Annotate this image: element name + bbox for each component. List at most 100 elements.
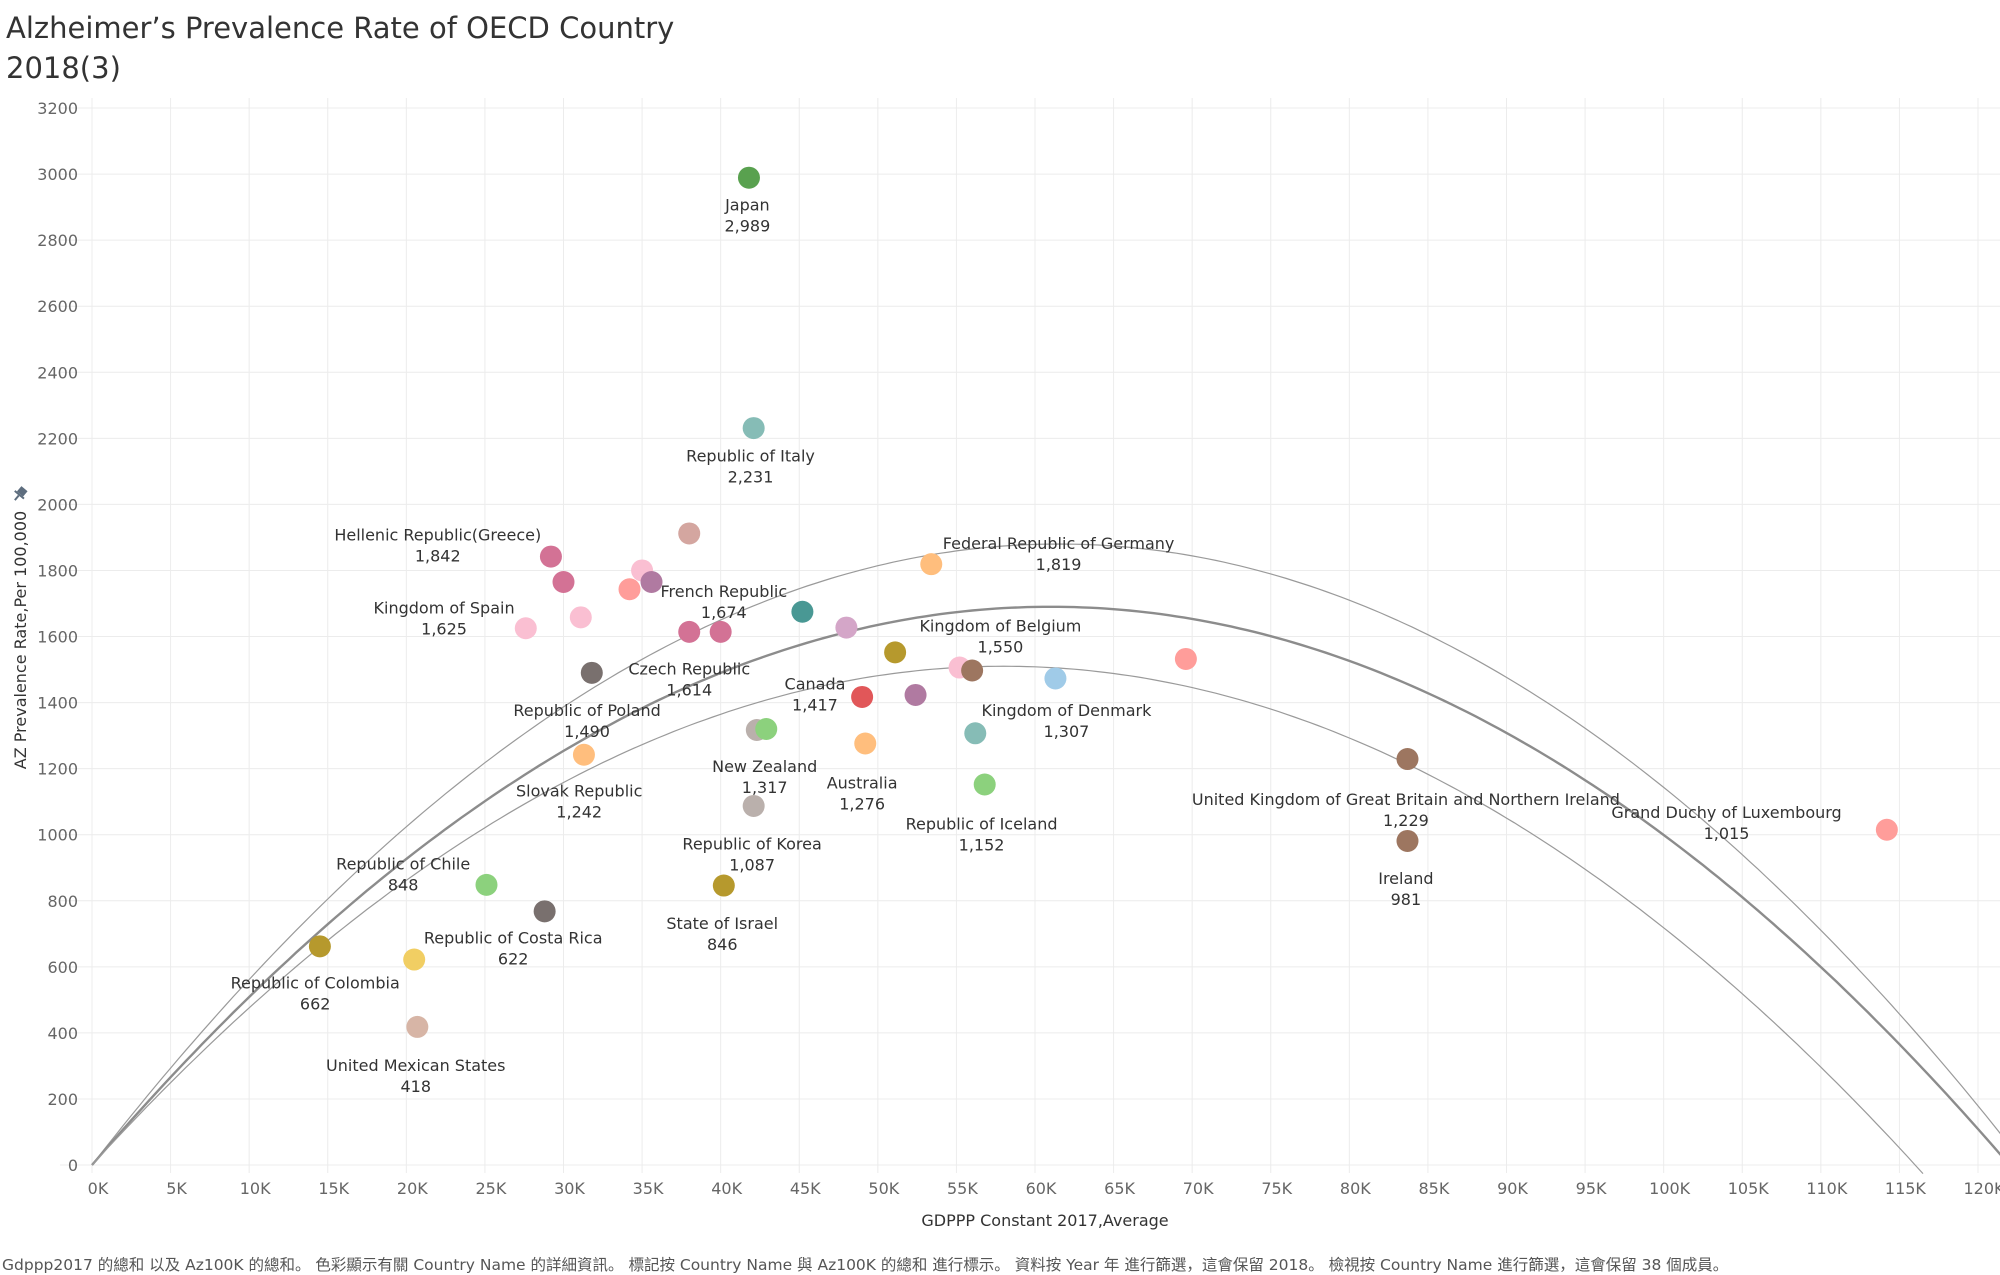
data-label-value: 418 [400,1077,431,1096]
data-point[interactable] [1174,647,1197,670]
data-point[interactable] [475,873,498,896]
data-point[interactable] [533,900,556,923]
y-tick-label: 0 [68,1156,78,1175]
grid [60,98,2000,1173]
data-point[interactable] [835,616,858,639]
data-point[interactable] [709,620,732,643]
trend-lines [91,543,2000,1175]
chart-title-line1: Alzheimer’s Prevalence Rate of OECD Coun… [6,11,675,45]
data-label-name: Kingdom of Spain [374,598,515,617]
data-label-value: 1,614 [666,680,712,699]
data-label-name: Australia [827,773,898,792]
data-label-value: 1,674 [701,603,747,622]
data-point[interactable] [678,620,701,643]
data-point[interactable] [308,935,331,958]
x-tick-label: 80K [1340,1179,1371,1198]
y-tick-label: 600 [47,958,78,977]
x-tick-label: 75K [1261,1179,1292,1198]
x-tick-label: 35K [633,1179,664,1198]
x-tick-label: 20K [397,1179,428,1198]
data-point[interactable] [904,683,927,706]
x-tick-label: 120K [1963,1179,2000,1198]
data-label-name: Kingdom of Belgium [919,617,1081,636]
data-point[interactable] [572,743,595,766]
data-point[interactable] [884,641,907,664]
data-point[interactable] [742,794,765,817]
data-label-value: 981 [1391,890,1422,909]
data-point[interactable] [1396,748,1419,771]
data-point[interactable] [964,722,987,745]
y-tick-label: 3200 [37,99,78,118]
data-label-name: Republic of Korea [682,835,821,854]
y-axis: 0 200 400 600 800 1000 1200 1400 1600 1800 2000 220… [37,99,78,1175]
data-point[interactable] [854,732,877,755]
data-point[interactable] [552,570,575,593]
trend-upper-bound [91,543,2000,1166]
data-point[interactable] [712,874,735,897]
data-label-name: New Zealand [712,757,817,776]
data-label-name: Japan [724,195,770,214]
y-tick-label: 3000 [37,165,78,184]
pin-icon[interactable] [10,485,29,504]
data-label-value: 1,087 [729,856,775,875]
data-point[interactable] [514,617,537,640]
x-tick-label: 85K [1418,1179,1449,1198]
chart-title-line2: 2018(3) [6,51,121,85]
x-tick-label: 5K [166,1179,187,1198]
data-label-value: 1,152 [959,836,1005,855]
x-tick-label: 100K [1649,1179,1691,1198]
y-tick-label: 1600 [37,628,78,647]
data-label-value: 1,417 [792,695,838,714]
trend-line [91,605,2000,1166]
data-point[interactable] [618,578,641,601]
data-point[interactable] [973,773,996,796]
data-label-value: 1,625 [421,619,467,638]
x-tick-label: 55K [947,1179,978,1198]
y-tick-label: 2400 [37,363,78,382]
x-axis: 0K 5K 10K 15K 20K 25K 30K 35K 40K 45K 50K 55K 60K 65K… [88,1179,2000,1198]
data-label-value: 1,317 [742,778,788,797]
data-label-value: 1,490 [564,722,610,741]
data-label-value: 1,307 [1044,722,1090,741]
data-point[interactable] [569,606,592,629]
data-point[interactable] [755,717,778,740]
y-tick-label: 200 [47,1090,78,1109]
x-tick-label: 15K [318,1179,349,1198]
data-label-value: 2,231 [728,467,774,486]
data-label-name: Republic of Chile [336,854,470,873]
x-tick-label: 45K [790,1179,821,1198]
data-label-name: Canada [785,674,846,693]
data-labels: Japan 2,989 Republic of Italy 2,231 Hellenic… [231,195,1842,1095]
chart-title: Alzheimer’s Prevalence Rate of OECD Coun… [6,8,674,88]
data-label-name: Ireland [1378,869,1433,888]
data-label-name: United Kingdom of Great Britain and Nort… [1192,790,1620,809]
data-point[interactable] [678,522,701,545]
x-tick-label: 70K [1183,1179,1214,1198]
data-label-value: 848 [388,875,419,894]
data-point[interactable] [742,417,765,440]
data-point[interactable] [791,600,814,623]
data-label-name: Czech Republic [628,659,750,678]
data-point[interactable] [1875,818,1898,841]
data-point[interactable] [920,553,943,576]
data-point[interactable] [851,685,874,708]
data-label-name: Republic of Italy [686,446,815,465]
data-label-name: Federal Republic of Germany [943,534,1175,553]
y-tick-label: 1400 [37,694,78,713]
data-point[interactable] [737,166,760,189]
data-point[interactable] [640,570,663,593]
x-tick-label: 115K [1885,1179,1927,1198]
data-label-value: 1,015 [1704,824,1750,843]
data-point[interactable] [539,545,562,568]
data-point[interactable] [1044,667,1067,690]
y-tick-label: 2200 [37,429,78,448]
data-point[interactable] [403,948,426,971]
x-tick-label: 30K [554,1179,585,1198]
y-tick-label: 2600 [37,297,78,316]
data-point[interactable] [580,661,603,684]
data-point[interactable] [961,659,984,682]
data-point[interactable] [406,1015,429,1038]
x-tick-label: 110K [1806,1179,1848,1198]
data-point[interactable] [1396,829,1419,852]
